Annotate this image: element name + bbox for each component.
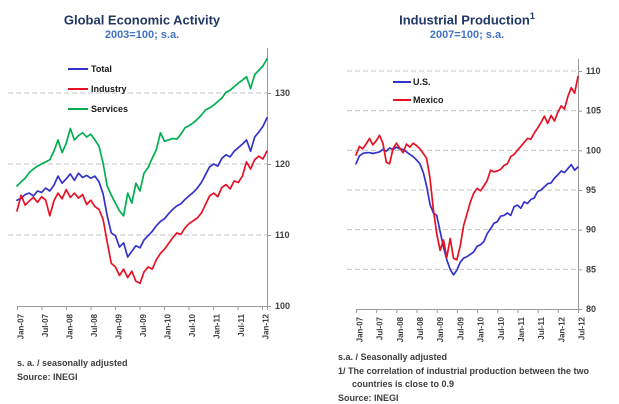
x-tick-label: Jan-10 (164, 314, 173, 340)
y-tick-label: 120 (275, 159, 290, 169)
y-tick-label: 110 (586, 66, 601, 76)
x-tick-label: Jan-08 (396, 317, 405, 343)
right-chart-title: Industrial Production1 (330, 8, 604, 28)
footnote-seasonally-adjusted: s.a. / Seasonally adjusted (338, 352, 448, 363)
y-tick-label: 80 (586, 304, 596, 314)
y-tick-label: 100 (275, 301, 290, 311)
footnote-source: Source: INEGI (338, 392, 399, 403)
y-tick-label: 130 (275, 88, 290, 98)
left-chart-footer: s. a. / seasonally adjusted Source: INEG… (0, 357, 310, 383)
y-tick-label: 110 (275, 230, 290, 240)
legend-label-mexico: Mexico (413, 95, 444, 105)
y-tick-label: 85 (586, 265, 596, 275)
right-chart-plot-area: 80 85 90 95 100 105 110 Jan-07 Jul-07 Jan-08 Jul-0… (347, 59, 601, 343)
x-tick-label: Jan-08 (66, 314, 75, 340)
left-chart-global-economic-activity: Global Economic Activity 2003=100; s.a. … (0, 0, 310, 386)
left-chart-title: Global Economic Activity (0, 8, 284, 28)
x-tick-label: Jul-08 (416, 317, 425, 341)
left-chart-title-text: Global Economic Activity (63, 12, 221, 28)
footnote-correlation: 1/ The correlation of industrial product… (338, 366, 590, 389)
x-tick-label: Jan-09 (115, 314, 124, 340)
series-line-mexico (355, 76, 579, 261)
x-tick-label: Jan-07 (17, 314, 26, 340)
x-tick-label: Jul-09 (456, 317, 465, 341)
right-chart-subtitle: 2007=100; s.a. (429, 29, 505, 42)
x-tick-label: Jul-11 (537, 317, 546, 340)
x-tick-label: Jan-10 (477, 317, 486, 343)
footnote-seasonally-adjusted: s. a. / seasonally adjusted (17, 358, 128, 369)
x-tick-label: Jan-11 (213, 314, 222, 339)
legend-label-industry: Industry (91, 84, 127, 94)
x-tick-label: Jan-09 (436, 317, 445, 343)
series-line-total (16, 117, 268, 259)
left-chart-subtitle: 2003=100; s.a. (104, 29, 180, 42)
right-chart-footer: s.a. / Seasonally adjusted 1/ The correl… (330, 351, 619, 404)
x-tick-label: Jul-07 (376, 317, 385, 341)
x-tick-label: Jul-08 (90, 314, 99, 338)
legend-label-services: Services (91, 104, 128, 114)
left-chart-header: Global Economic Activity 2003=100; s.a. (0, 0, 284, 42)
y-tick-label: 100 (586, 146, 601, 156)
y-tick-label: 105 (586, 106, 601, 116)
x-tick-label: Jan-11 (517, 317, 526, 342)
x-tick-label: Jul-07 (41, 314, 50, 338)
x-tick-label: Jul-11 (237, 314, 246, 337)
y-tick-label: 95 (586, 185, 596, 195)
legend-label-total: Total (91, 64, 112, 74)
legend-label-us: U.S. (413, 77, 431, 87)
x-tick-label: Jul-12 (577, 317, 586, 341)
x-tick-label: Jan-12 (262, 314, 271, 340)
right-chart-header: Industrial Production1 2007=100; s.a. (330, 0, 604, 42)
left-chart-plot-area: 100 110 120 130 Jan-07 Jul-07 Jan-08 Jul-08 Jan-… (8, 48, 290, 340)
x-tick-label: Jul-09 (139, 314, 148, 338)
x-tick-label: Jul-10 (497, 317, 506, 341)
x-tick-label: Jan-07 (356, 317, 365, 343)
y-tick-label: 90 (586, 225, 596, 235)
footnote-source: Source: INEGI (17, 372, 78, 383)
right-chart-title-text: Industrial Production (399, 12, 530, 28)
right-chart-industrial-production: Industrial Production1 2007=100; s.a. 80… (330, 0, 619, 404)
x-tick-label: Jan-12 (557, 317, 566, 343)
series-line-services (16, 58, 268, 217)
right-chart-title-superscript: 1 (529, 11, 535, 21)
series-line-industry (16, 150, 268, 285)
x-tick-label: Jul-10 (188, 314, 197, 338)
